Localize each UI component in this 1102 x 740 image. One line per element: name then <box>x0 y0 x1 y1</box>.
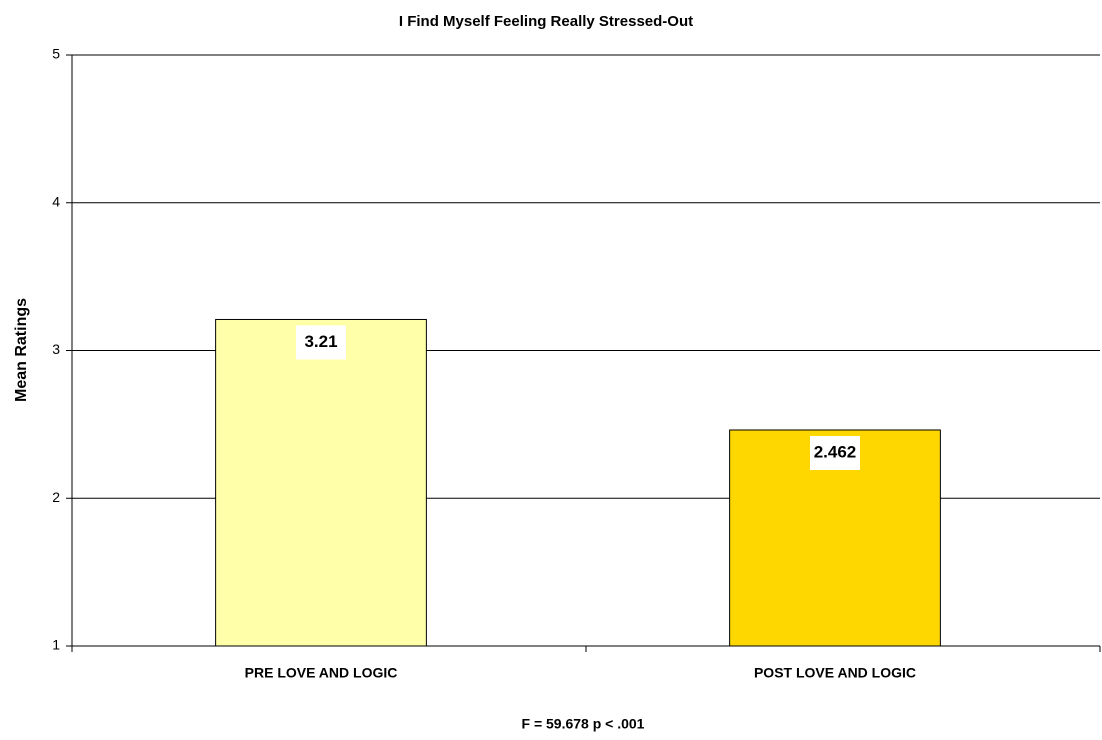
value-label-box <box>296 325 346 360</box>
bar <box>215 318 427 647</box>
y-tick-label: 4 <box>52 193 60 209</box>
x-axis-title: F = 59.678 p < .001 <box>522 716 645 732</box>
value-label: 3.21 <box>304 332 337 351</box>
x-tick-label: PRE LOVE AND LOGIC <box>245 665 398 681</box>
y-tick-label: 5 <box>52 46 60 62</box>
y-tick-label: 3 <box>52 341 60 357</box>
value-label-box <box>810 435 860 470</box>
chart-title: I Find Myself Feeling Really Stressed-Ou… <box>399 13 693 30</box>
y-tick-label: 2 <box>52 489 60 505</box>
y-tick-label: 1 <box>52 637 60 653</box>
value-label: 2.462 <box>814 442 857 461</box>
x-tick-label: POST LOVE AND LOGIC <box>754 665 916 681</box>
y-axis-title: Mean Ratings <box>13 298 30 402</box>
